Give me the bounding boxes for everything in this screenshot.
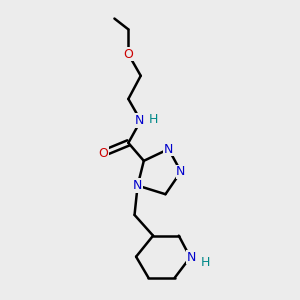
Text: H: H [200,256,210,269]
Text: N: N [187,251,196,264]
Text: N: N [134,114,144,127]
Text: O: O [99,147,109,160]
Text: N: N [164,142,173,156]
Text: H: H [149,112,158,126]
Text: N: N [133,179,142,192]
Text: N: N [176,165,186,178]
Text: O: O [123,48,133,61]
